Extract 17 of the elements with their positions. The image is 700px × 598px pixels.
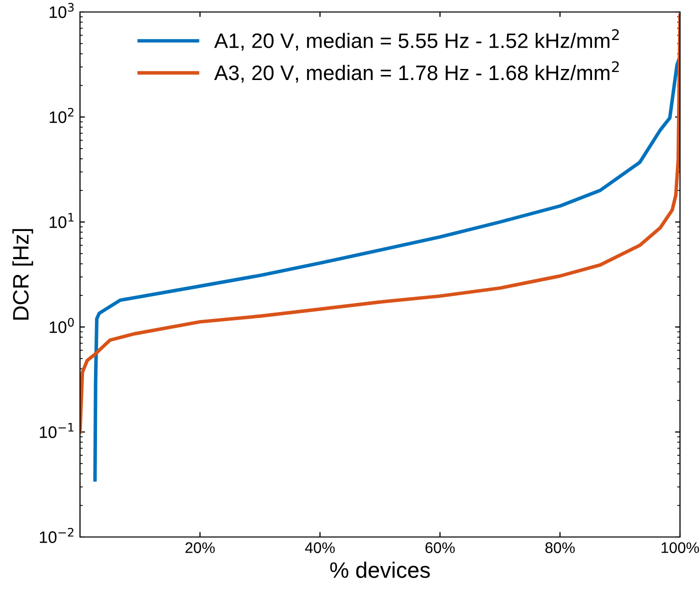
line-series xyxy=(93,58,680,482)
y-tick-label: 10$^{1}$ xyxy=(50,213,74,228)
legend-label: A3, 20 V, median = 1.78 Hz - 1.68 kHz/mm$^{2}$ xyxy=(214,61,619,83)
y-tick-label: 10$^{−2}$ xyxy=(40,528,74,544)
x-tick-label: 20% xyxy=(185,542,215,554)
x-tick-label: 100% xyxy=(662,542,699,554)
y-tick-label: 10$^{−1}$ xyxy=(40,423,74,438)
x-tick-label: 40% xyxy=(305,542,335,554)
x-axis-title: % devices xyxy=(330,562,430,578)
legend-label: A1, 20 V, median = 5.55 Hz - 1.52 kHz/mm$^{2}$ xyxy=(214,29,619,51)
line-series xyxy=(80,14,680,434)
y-axis-title: DCR [Hz] xyxy=(12,229,34,320)
y-tick-label: 10$^{2}$ xyxy=(50,108,74,124)
x-tick-label: 80% xyxy=(545,542,575,554)
y-tick-label: 10$^{3}$ xyxy=(50,2,74,18)
y-tick-label: 10$^{0}$ xyxy=(50,318,74,334)
x-tick-label: 60% xyxy=(425,542,455,554)
